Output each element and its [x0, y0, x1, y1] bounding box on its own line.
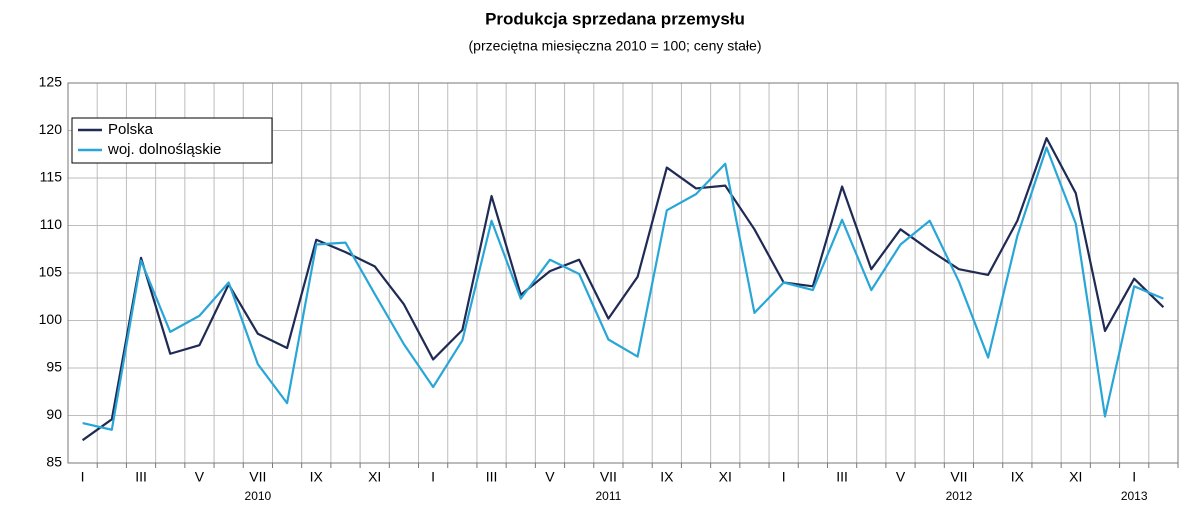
x-tick-label: IX: [310, 469, 324, 485]
x-tick-label: XI: [719, 469, 732, 485]
year-label: 2011: [595, 489, 621, 503]
x-tick-label: XI: [1069, 469, 1082, 485]
chart-title: Produkcja sprzedana przemysłu: [485, 9, 745, 28]
year-label: 2013: [1121, 489, 1148, 503]
x-tick-label: I: [1132, 469, 1136, 485]
y-tick-label: 115: [40, 169, 63, 185]
x-tick-label: I: [431, 469, 435, 485]
legend-label: woj. dolnośląskie: [107, 141, 221, 158]
x-tick-label: III: [836, 469, 848, 485]
chart-subtitle: (przeciętna miesięczna 2010 = 100; ceny …: [469, 38, 762, 54]
y-tick-label: 120: [39, 121, 63, 137]
x-tick-label: XI: [368, 469, 381, 485]
year-label: 2012: [946, 489, 973, 503]
y-tick-label: 100: [39, 311, 63, 327]
x-tick-label: VII: [600, 469, 617, 485]
x-tick-label: V: [195, 469, 205, 485]
x-tick-label: III: [135, 469, 147, 485]
x-tick-label: I: [81, 469, 85, 485]
y-tick-label: 125: [39, 74, 63, 90]
series-line: [81, 137, 1165, 442]
y-tick-label: 95: [46, 359, 62, 375]
x-tick-label: VII: [249, 469, 266, 485]
x-tick-label: VII: [950, 469, 967, 485]
legend-box: [71, 117, 273, 164]
x-tick-label: V: [545, 469, 555, 485]
y-tick-label: 105: [39, 264, 63, 280]
year-label: 2010: [245, 489, 272, 503]
x-tick-label: IX: [1011, 469, 1025, 485]
y-tick-label: 90: [46, 406, 62, 422]
series-line: [82, 146, 1164, 431]
y-tick-label: 110: [40, 216, 63, 232]
x-tick-label: IX: [660, 469, 674, 485]
y-tick-label: 85: [46, 454, 62, 470]
x-tick-label: III: [486, 469, 498, 485]
legend-label: Polska: [108, 121, 154, 138]
x-tick-label: I: [782, 469, 786, 485]
x-tick-label: V: [896, 469, 906, 485]
